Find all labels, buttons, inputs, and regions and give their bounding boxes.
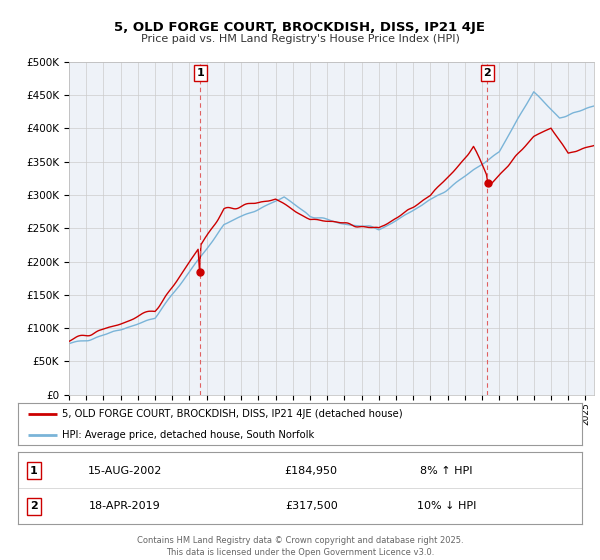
Text: 10% ↓ HPI: 10% ↓ HPI — [417, 501, 476, 511]
Text: 5, OLD FORGE COURT, BROCKDISH, DISS, IP21 4JE (detached house): 5, OLD FORGE COURT, BROCKDISH, DISS, IP2… — [62, 409, 403, 419]
Text: 15-AUG-2002: 15-AUG-2002 — [88, 465, 163, 475]
Text: £184,950: £184,950 — [285, 465, 338, 475]
Text: 18-APR-2019: 18-APR-2019 — [89, 501, 161, 511]
Text: 2: 2 — [484, 68, 491, 78]
Text: 1: 1 — [196, 68, 204, 78]
Text: 1: 1 — [30, 465, 38, 475]
Text: Contains HM Land Registry data © Crown copyright and database right 2025.
This d: Contains HM Land Registry data © Crown c… — [137, 536, 463, 557]
Text: 5, OLD FORGE COURT, BROCKDISH, DISS, IP21 4JE: 5, OLD FORGE COURT, BROCKDISH, DISS, IP2… — [115, 21, 485, 34]
Text: 2: 2 — [30, 501, 38, 511]
Text: 8% ↑ HPI: 8% ↑ HPI — [421, 465, 473, 475]
Text: Price paid vs. HM Land Registry's House Price Index (HPI): Price paid vs. HM Land Registry's House … — [140, 34, 460, 44]
Text: £317,500: £317,500 — [285, 501, 338, 511]
Text: HPI: Average price, detached house, South Norfolk: HPI: Average price, detached house, Sout… — [62, 430, 314, 440]
